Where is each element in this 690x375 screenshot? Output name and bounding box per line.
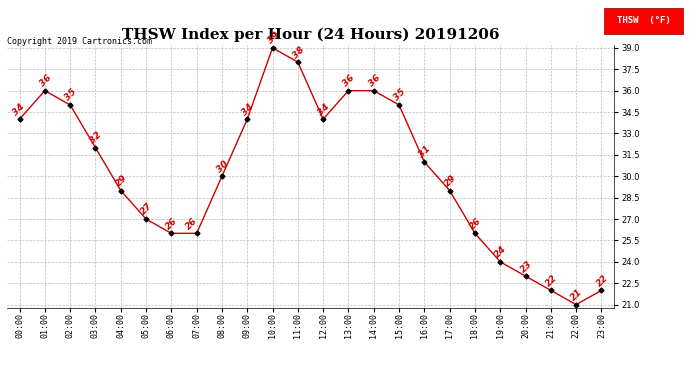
- Text: 22: 22: [595, 273, 610, 288]
- Text: 35: 35: [63, 87, 79, 103]
- Text: 27: 27: [139, 202, 155, 217]
- Text: 36: 36: [342, 73, 357, 88]
- Text: 35: 35: [392, 87, 407, 103]
- Text: THSW  (°F): THSW (°F): [617, 16, 670, 25]
- Text: 34: 34: [316, 102, 331, 117]
- Text: 34: 34: [11, 102, 26, 117]
- Text: 24: 24: [493, 244, 509, 260]
- Title: THSW Index per Hour (24 Hours) 20191206: THSW Index per Hour (24 Hours) 20191206: [121, 28, 500, 42]
- Text: 22: 22: [544, 273, 559, 288]
- Text: 30: 30: [215, 159, 230, 174]
- Text: 23: 23: [519, 259, 534, 274]
- Text: 32: 32: [88, 130, 104, 146]
- Text: 26: 26: [184, 216, 199, 231]
- Text: 38: 38: [291, 45, 306, 60]
- Text: 31: 31: [417, 145, 433, 160]
- Text: 26: 26: [164, 216, 179, 231]
- Text: 21: 21: [569, 287, 584, 303]
- Text: 36: 36: [38, 73, 53, 88]
- Text: 36: 36: [367, 73, 382, 88]
- Text: 34: 34: [240, 102, 255, 117]
- Text: Copyright 2019 Cartronics.com: Copyright 2019 Cartronics.com: [7, 38, 152, 46]
- Text: 26: 26: [468, 216, 483, 231]
- Text: 39: 39: [266, 30, 281, 46]
- Text: 29: 29: [114, 173, 129, 188]
- Text: 29: 29: [443, 173, 458, 188]
